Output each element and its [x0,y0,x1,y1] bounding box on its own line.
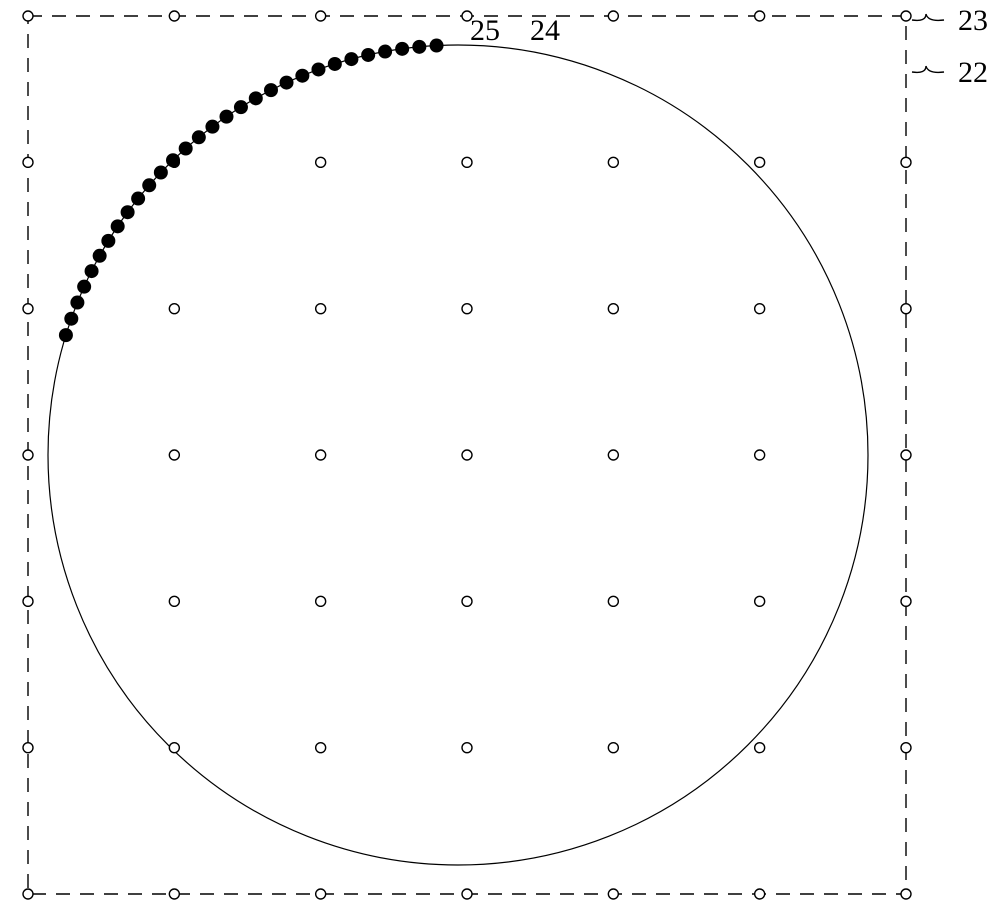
grid-dot [169,304,179,314]
arc-dot [131,192,145,206]
grid-dot [23,889,33,899]
leader-line [912,66,944,72]
grid-dot [316,450,326,460]
label-22: 22 [958,56,988,89]
grid-dot [462,889,472,899]
grid-dot [608,450,618,460]
grid-dot [901,743,911,753]
arc-dot [70,296,84,310]
arc-dot [234,100,248,114]
grid-dot [23,157,33,167]
grid-dot [316,743,326,753]
arc-dot [412,40,426,54]
grid-dot [23,596,33,606]
grid-dot [23,743,33,753]
grid-dot [901,596,911,606]
grid-dot [316,304,326,314]
grid-dot [462,157,472,167]
leader-line [912,14,944,20]
grid-dot [755,596,765,606]
grid-dot [901,11,911,21]
label-25: 25 [470,14,500,47]
arc-dot [77,280,91,294]
grid-dot [608,304,618,314]
arc-dot [93,249,107,263]
arc-dot [378,45,392,59]
arc-dot [344,52,358,66]
arc-dot [328,57,342,71]
grid-dot [755,743,765,753]
arc-dot [101,234,115,248]
arc-dot [111,219,125,233]
grid-dot [755,450,765,460]
arc-dot [154,166,168,180]
grid-dot [608,743,618,753]
label-24: 24 [530,14,560,47]
grid-dot [901,157,911,167]
arc-dot [85,264,99,278]
grid-dot [901,304,911,314]
grid-dot [462,596,472,606]
arc-dot [280,76,294,90]
grid-dot [169,743,179,753]
grid-dot [755,11,765,21]
grid-dot [462,304,472,314]
grid-dot [608,157,618,167]
grid-dot [462,743,472,753]
grid-dot [755,304,765,314]
grid-dot [169,596,179,606]
arc-dot [179,142,193,156]
grid-dot [316,596,326,606]
grid-dot [169,889,179,899]
grid-dot [23,304,33,314]
arc-dot [295,69,309,83]
grid-dot [901,450,911,460]
arc-dot [142,178,156,192]
arc-dot [205,120,219,134]
arc-dot [121,205,135,219]
grid-dot [608,11,618,21]
label-23: 23 [958,4,988,37]
grid-dot [23,450,33,460]
grid-dot [169,450,179,460]
grid-dot [23,11,33,21]
arc-dot [64,312,78,326]
grid-dot [608,596,618,606]
grid-dot [316,889,326,899]
grid-dot [169,11,179,21]
grid-dot [462,450,472,460]
arc-dot [249,91,263,105]
grid-dot [755,889,765,899]
grid-dot [316,11,326,21]
grid-dot [901,889,911,899]
arc-dot [192,130,206,144]
arc-dot [361,48,375,62]
arc-dot [395,42,409,56]
arc-dot [264,83,278,97]
arc-dot [59,328,73,342]
grid-dot [755,157,765,167]
arc-dot [166,153,180,167]
grid-dot [608,889,618,899]
arc-dot [311,62,325,76]
grid-dot [316,157,326,167]
arc-dot [219,110,233,124]
arc-dot [430,39,444,53]
diagram-canvas: 25 24 23 22 [0,0,1000,914]
